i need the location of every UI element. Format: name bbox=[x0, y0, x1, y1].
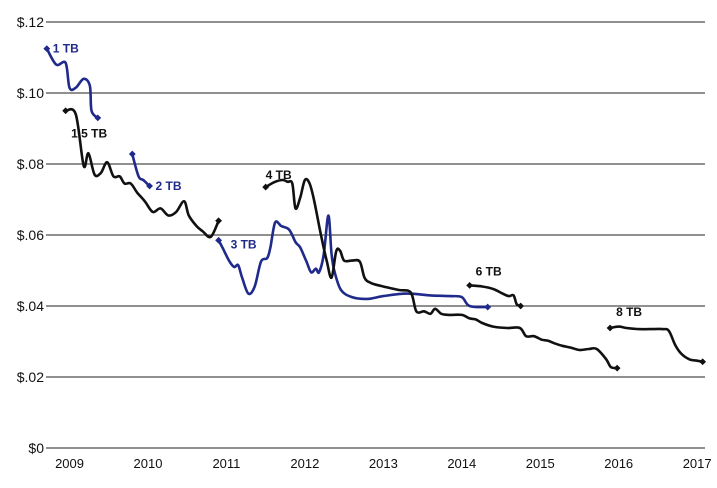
series-marker bbox=[62, 107, 70, 115]
series-line-2-tb bbox=[131, 152, 151, 188]
x-tick-label: 2011 bbox=[212, 456, 240, 471]
series-marker bbox=[128, 150, 136, 158]
series-label-6-tb: 6 TB bbox=[476, 264, 502, 278]
x-tick-label: 2016 bbox=[604, 456, 633, 471]
series-line-8-tb bbox=[608, 325, 704, 363]
series-marker bbox=[215, 236, 222, 244]
series-marker bbox=[466, 282, 474, 289]
y-tick-label: $.04 bbox=[17, 298, 44, 314]
x-tick-label: 2014 bbox=[447, 456, 476, 471]
series-line-1-tb bbox=[45, 47, 100, 120]
x-tick-label: 2013 bbox=[369, 456, 398, 471]
series-label-3-tb: 3 TB bbox=[231, 237, 257, 251]
series-label-2-tb: 2 TB bbox=[156, 179, 182, 193]
series-line-3-tb bbox=[217, 214, 489, 309]
series-label-8-tb: 8 TB bbox=[616, 305, 642, 319]
series-marker bbox=[215, 217, 222, 225]
series-marker bbox=[262, 183, 270, 191]
series-line-6-tb bbox=[468, 284, 522, 308]
y-tick-label: $.10 bbox=[17, 85, 44, 101]
x-tick-label: 2010 bbox=[134, 456, 163, 471]
series-label-1-tb: 1 TB bbox=[53, 42, 79, 56]
series-marker bbox=[146, 182, 153, 190]
series-marker bbox=[699, 358, 707, 366]
x-tick-label: 2017 bbox=[683, 456, 712, 471]
y-tick-label: $.08 bbox=[17, 156, 44, 172]
series-line-4-tb bbox=[264, 177, 619, 370]
y-tick-label: $.12 bbox=[17, 14, 44, 30]
y-tick-label: $.06 bbox=[17, 227, 44, 243]
series-marker bbox=[517, 302, 525, 310]
x-tick-label: 2009 bbox=[55, 456, 84, 471]
series-line-1-5-tb bbox=[64, 107, 220, 239]
series-marker bbox=[43, 45, 51, 53]
x-tick-label: 2015 bbox=[526, 456, 555, 471]
series-label-1-5-tb: 1.5 TB bbox=[71, 126, 107, 140]
series-label-4-tb: 4 TB bbox=[266, 168, 292, 182]
series-marker bbox=[606, 324, 614, 332]
series-marker bbox=[613, 364, 621, 372]
x-tick-label: 2012 bbox=[290, 456, 319, 471]
series-marker bbox=[94, 114, 102, 122]
y-tick-label: $.02 bbox=[17, 369, 44, 385]
series-marker bbox=[484, 303, 492, 311]
y-tick-label: $0 bbox=[28, 440, 44, 456]
